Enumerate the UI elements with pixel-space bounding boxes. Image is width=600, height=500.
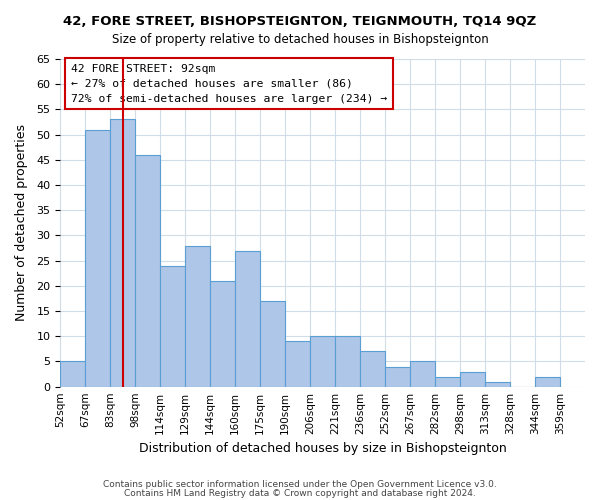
Text: Size of property relative to detached houses in Bishopsteignton: Size of property relative to detached ho…: [112, 32, 488, 46]
Bar: [310, 336, 335, 386]
Bar: [235, 250, 260, 386]
Bar: [285, 342, 310, 386]
Bar: [85, 130, 110, 386]
Text: 42, FORE STREET, BISHOPSTEIGNTON, TEIGNMOUTH, TQ14 9QZ: 42, FORE STREET, BISHOPSTEIGNTON, TEIGNM…: [64, 15, 536, 28]
Bar: [385, 366, 410, 386]
Bar: [260, 301, 285, 386]
Text: Contains HM Land Registry data © Crown copyright and database right 2024.: Contains HM Land Registry data © Crown c…: [124, 488, 476, 498]
Bar: [410, 362, 435, 386]
Bar: [60, 362, 85, 386]
Bar: [210, 281, 235, 386]
Bar: [110, 120, 135, 386]
Bar: [135, 155, 160, 386]
Y-axis label: Number of detached properties: Number of detached properties: [15, 124, 28, 322]
Bar: [335, 336, 360, 386]
Text: 42 FORE STREET: 92sqm
← 27% of detached houses are smaller (86)
72% of semi-deta: 42 FORE STREET: 92sqm ← 27% of detached …: [71, 64, 387, 104]
Bar: [435, 376, 460, 386]
Bar: [460, 372, 485, 386]
Bar: [360, 352, 385, 386]
Bar: [485, 382, 510, 386]
X-axis label: Distribution of detached houses by size in Bishopsteignton: Distribution of detached houses by size …: [139, 442, 506, 455]
Bar: [535, 376, 560, 386]
Bar: [185, 246, 210, 386]
Text: Contains public sector information licensed under the Open Government Licence v3: Contains public sector information licen…: [103, 480, 497, 489]
Bar: [160, 266, 185, 386]
